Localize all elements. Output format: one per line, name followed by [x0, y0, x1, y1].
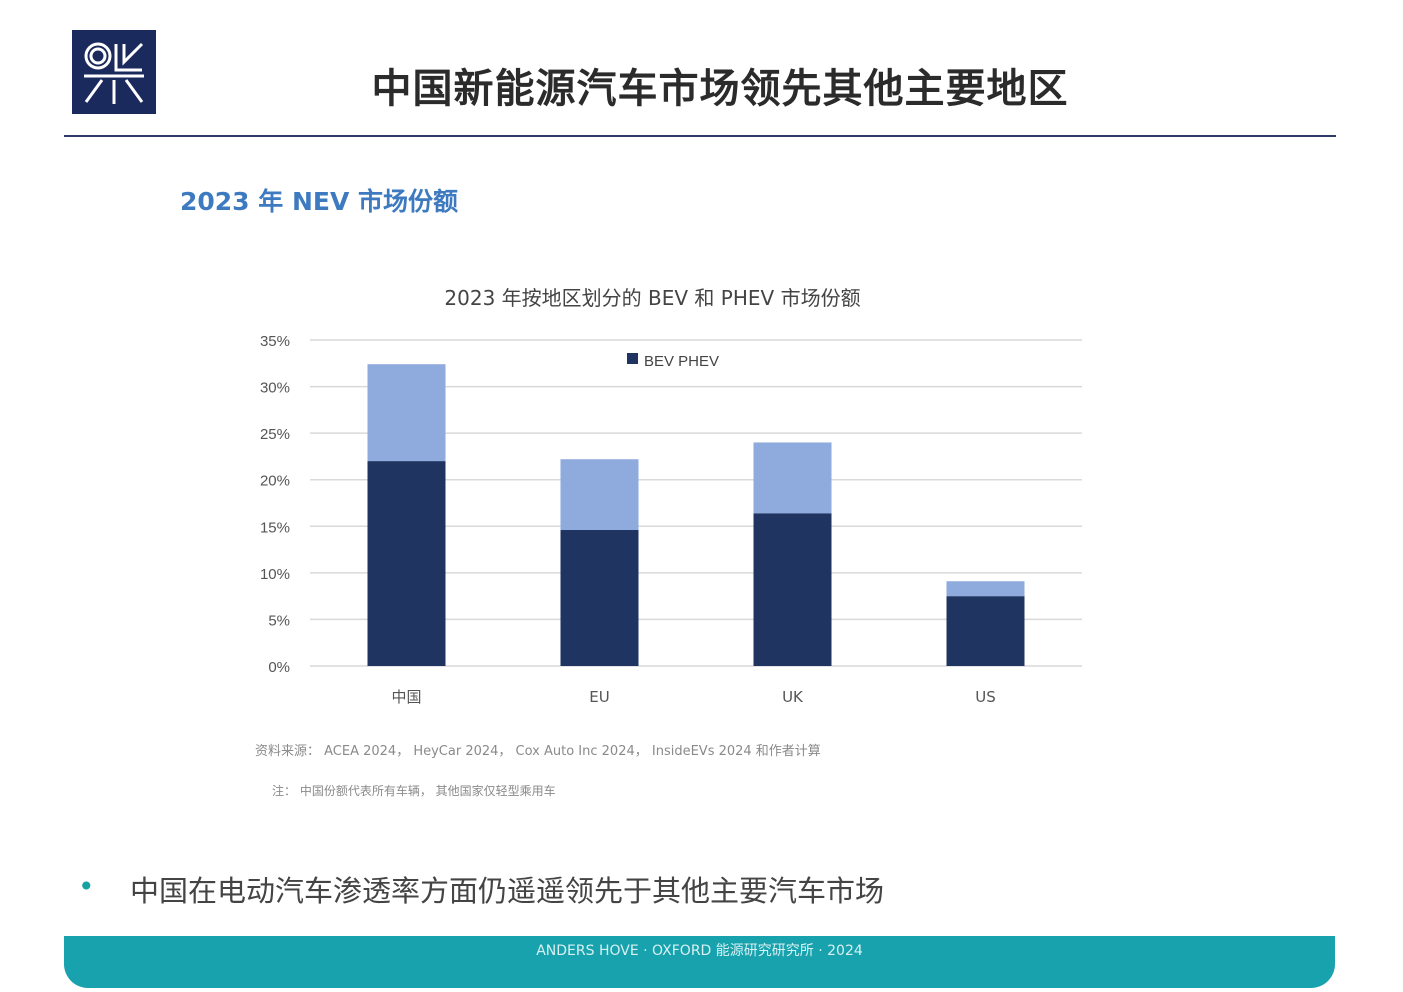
bullet-text: 中国在电动汽车渗透率方面仍遥遥领先于其他主要汽车市场 — [130, 874, 885, 908]
y-tick-label: 35% — [260, 333, 290, 350]
y-tick-label: 30% — [260, 380, 290, 397]
logo — [72, 30, 156, 114]
chart-title: 2023 年按地区划分的 BEV 和 PHEV 市场份额 — [444, 286, 861, 310]
legend-swatch-bev — [627, 353, 638, 364]
bar-phev — [946, 581, 1025, 597]
bar-phev — [367, 364, 446, 462]
x-tick-label: US — [975, 688, 996, 706]
source-note: 资料来源： ACEA 2024， HeyCar 2024， Cox Auto I… — [255, 744, 821, 759]
bar-phev — [560, 459, 639, 531]
bar-bev — [946, 596, 1025, 666]
y-tick-label: 5% — [268, 612, 290, 629]
header-divider — [64, 135, 1336, 137]
bullet-icon: • — [78, 870, 95, 903]
footer-text: ANDERS HOVE · OXFORD 能源研究研究所 · 2024 — [536, 943, 863, 959]
legend-label: BEV PHEV — [644, 353, 719, 370]
footnote: 注： 中国份额代表所有车辆， 其他国家仅轻型乘用车 — [272, 784, 556, 798]
footer-bar: ANDERS HOVE · OXFORD 能源研究研究所 · 2024 — [64, 936, 1335, 988]
y-tick-label: 20% — [260, 473, 290, 490]
bar-bev — [753, 513, 832, 666]
bar-bev — [560, 530, 639, 666]
bar-phev — [753, 442, 832, 514]
y-tick-label: 0% — [268, 659, 290, 676]
y-tick-label: 15% — [260, 519, 290, 536]
page-title: 中国新能源汽车市场领先其他主要地区 — [371, 65, 1069, 112]
y-tick-label: 25% — [260, 426, 290, 443]
x-tick-label: EU — [589, 688, 609, 706]
x-tick-label: UK — [782, 688, 804, 706]
x-tick-label: 中国 — [391, 688, 421, 706]
bar-bev — [367, 461, 446, 666]
y-tick-label: 10% — [260, 566, 290, 583]
logo-icon — [84, 42, 144, 104]
section-subtitle: 2023 年 NEV 市场份额 — [180, 187, 459, 216]
